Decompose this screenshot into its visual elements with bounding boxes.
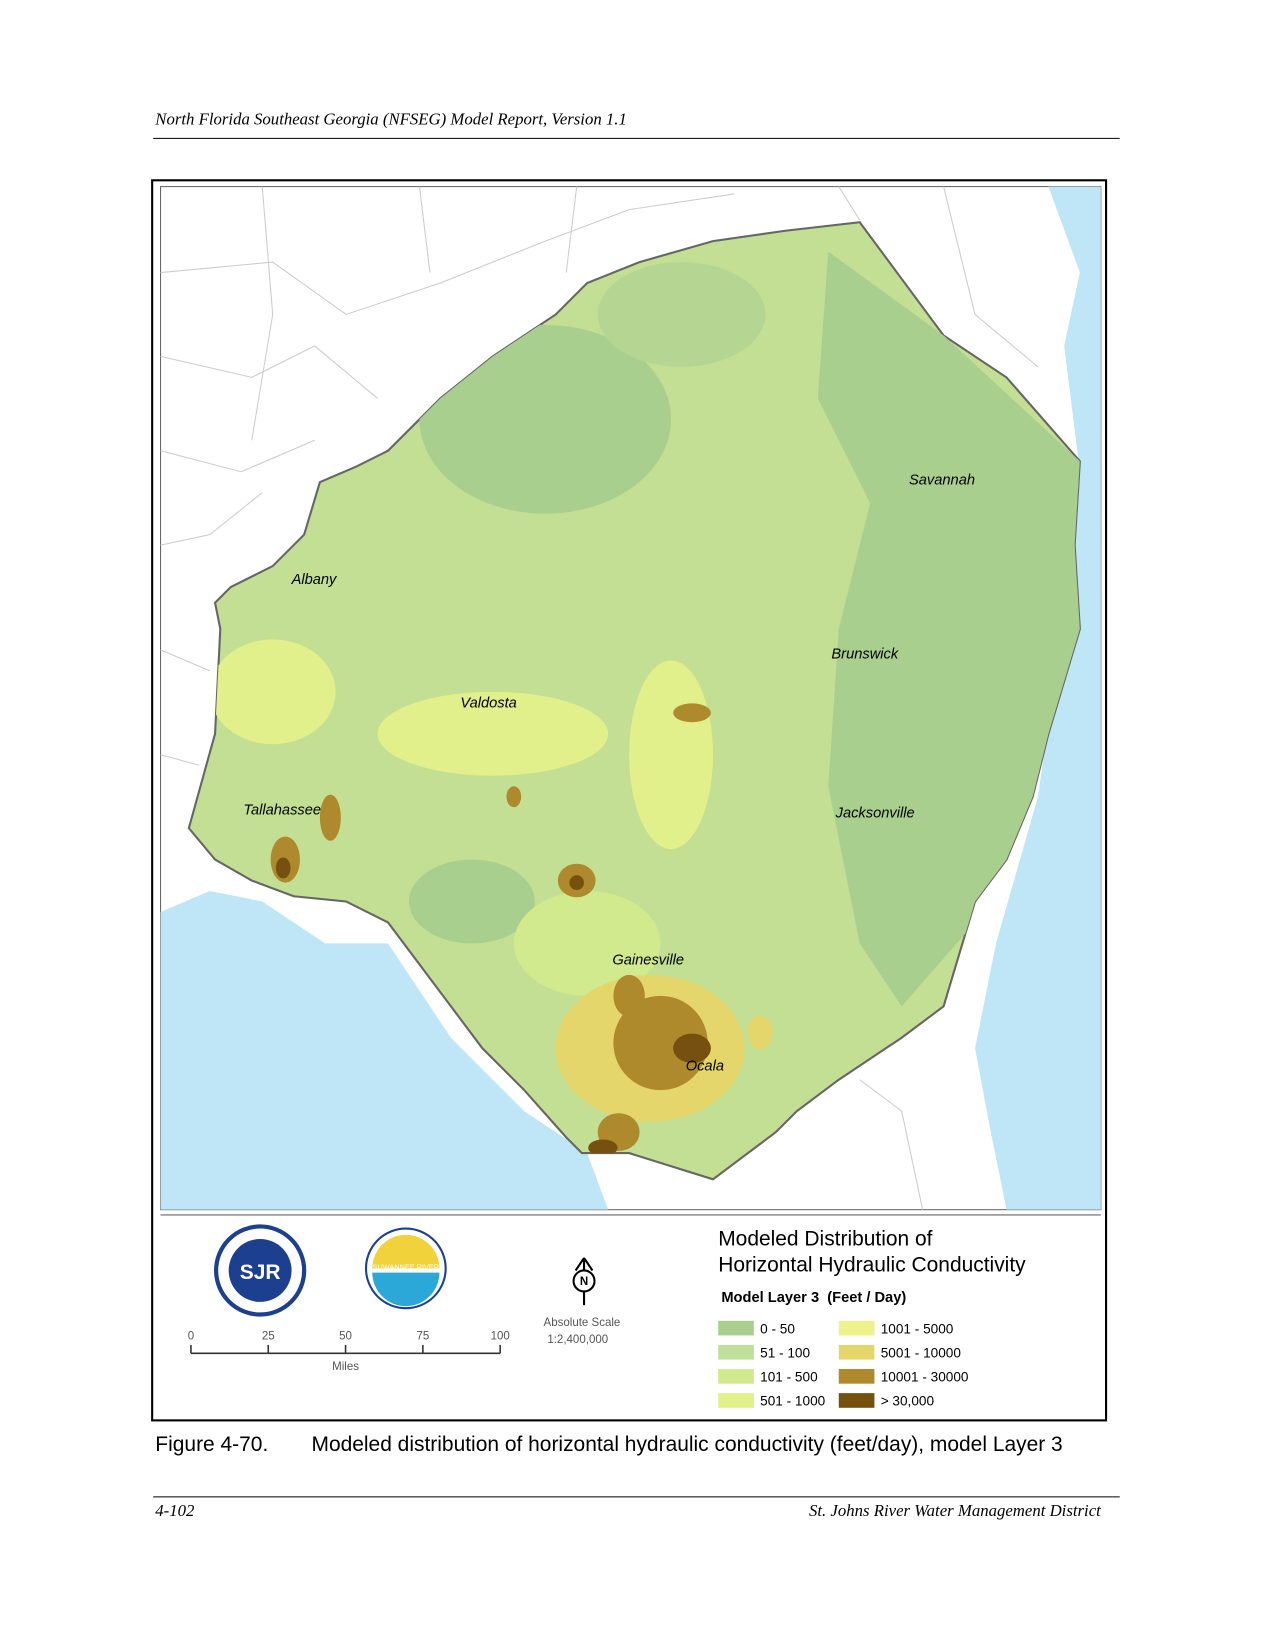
scale-bar: 0 25 50 75 100 Miles (188, 1331, 510, 1373)
logo-text: SUWANNEE RIVER (373, 1262, 440, 1271)
map (160, 186, 1102, 1211)
legend-label: 101 - 500 (760, 1370, 818, 1385)
place-label: Jacksonville (835, 806, 915, 822)
place-label: Brunswick (831, 646, 898, 662)
footer-page: 4-102 (155, 1501, 195, 1520)
legend-title: Horizontal Hydraulic Conductivity (718, 1254, 1026, 1277)
caption-text: Modeled distribution of horizontal hydra… (311, 1433, 1062, 1456)
legend-label: 5001 - 10000 (881, 1345, 962, 1360)
legend-swatch (838, 1393, 875, 1408)
legend-swatch (718, 1320, 754, 1336)
place-label: Albany (291, 572, 338, 588)
logo-text: SJR (240, 1261, 281, 1284)
place-label: Ocala (686, 1058, 724, 1074)
legend-swatch (718, 1369, 754, 1384)
scale-tick-label: 25 (262, 1331, 275, 1343)
place-label: Valdosta (460, 696, 516, 712)
scale-tick-label: 100 (491, 1331, 510, 1343)
ocean (975, 186, 1101, 1210)
legend-label: 1001 - 5000 (881, 1321, 954, 1336)
logo-sjr: SJR (214, 1224, 307, 1317)
scale-tick-label: 0 (188, 1331, 194, 1343)
logo-srwmd: SUWANNEE RIVER (364, 1227, 447, 1310)
legend-swatch (838, 1344, 875, 1360)
scale-note: 1:2,400,000 (547, 1334, 608, 1346)
legend-label: 501 - 1000 (760, 1394, 826, 1409)
gulf (160, 891, 609, 1210)
north-arrow: N (572, 1257, 596, 1306)
legend-swatch (838, 1320, 875, 1336)
legend-label: 10001 - 30000 (881, 1370, 969, 1385)
scale-note: Absolute Scale (544, 1317, 621, 1329)
scale-tick-label: 50 (339, 1331, 352, 1343)
place-label: Gainesville (612, 952, 684, 968)
legend-swatch (838, 1369, 875, 1384)
legend-label: 51 - 100 (760, 1345, 810, 1360)
legend-swatch (718, 1393, 754, 1408)
legend-swatch (718, 1344, 754, 1360)
county-lines (160, 186, 1039, 1210)
north-label: N (580, 1276, 588, 1288)
caption-number: Figure 4-70. (155, 1433, 268, 1456)
legend-label: > 30,000 (881, 1394, 935, 1409)
scale-unit: Miles (332, 1361, 359, 1373)
place-label: Tallahassee (243, 802, 321, 818)
legend: 0 - 50 51 - 100 101 - 500 501 - 1000 1001 - … (718, 1320, 969, 1409)
figure-frame (151, 179, 1108, 1422)
legend-title: Modeled Distribution of (718, 1227, 932, 1250)
legend-label: 0 - 50 (760, 1321, 795, 1336)
conductivity-surface (209, 251, 1080, 1157)
header-title: North Florida Southeast Georgia (NFSEG) … (154, 110, 627, 129)
place-label: Savannah (909, 472, 975, 488)
legend-subtitle: Model Layer 3 (Feet / Day) (721, 1290, 906, 1306)
place-labels: Savannah Albany Brunswick Valdosta Tallahass… (243, 472, 975, 1074)
footer-org: St. Johns River Water Management Distric… (809, 1501, 1101, 1520)
scale-tick-label: 75 (416, 1331, 429, 1343)
